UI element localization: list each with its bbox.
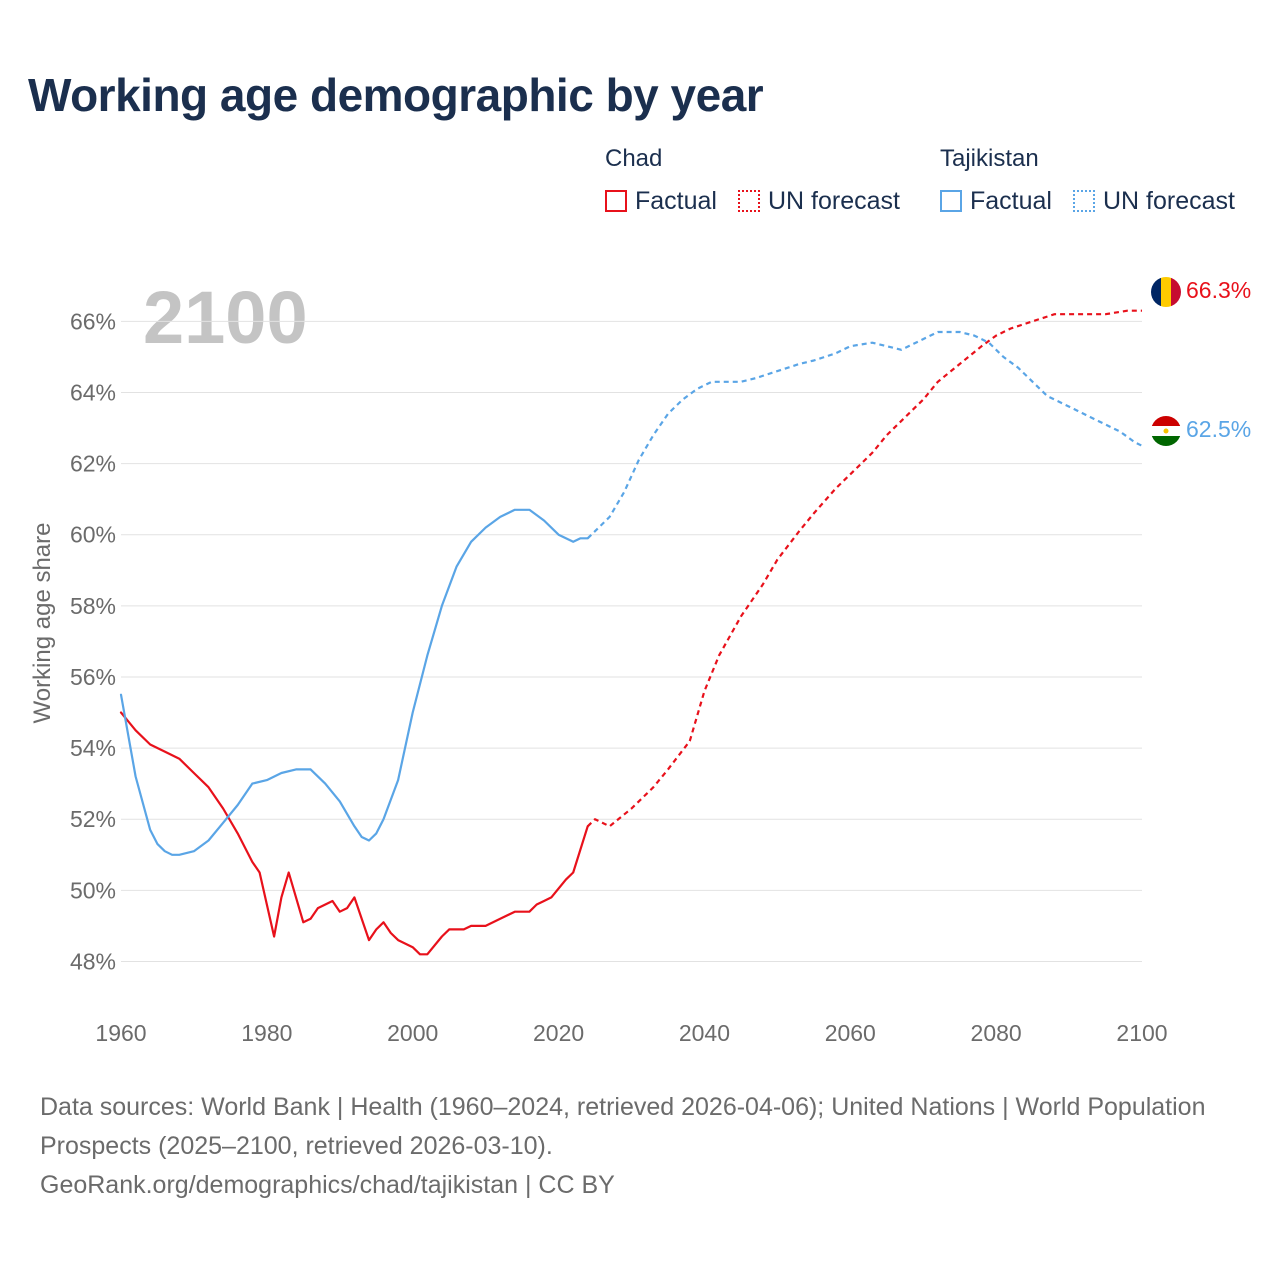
x-tick-label: 2080 (971, 1020, 1022, 1046)
chart-title: Working age demographic by year (28, 69, 764, 121)
y-tick-label: 54% (70, 735, 116, 761)
x-tick-label: 2040 (679, 1020, 730, 1046)
data-sources: Data sources: World Bank | Health (1960–… (40, 1093, 1206, 1160)
year-watermark: 2100 (143, 276, 308, 359)
legend-label: UN forecast (768, 186, 900, 215)
y-tick-label: 64% (70, 379, 116, 405)
legend-swatch-chad-forecast (738, 190, 760, 212)
y-tick-label: 48% (70, 948, 116, 974)
x-tick-label: 1980 (241, 1020, 292, 1046)
y-tick-label: 50% (70, 877, 116, 903)
y-tick-label: 60% (70, 522, 116, 548)
series-line-chad-factual[interactable] (119, 711, 589, 956)
end-label-tajikistan: 62.5% (1186, 416, 1251, 442)
legend-tajikistan-factual[interactable]: Factual (940, 186, 1052, 216)
credit-link[interactable]: GeoRank.org/demographics/chad/tajikistan… (40, 1171, 615, 1199)
legend-group-tajikistan: Tajikistan (940, 145, 1039, 172)
legend-label: UN forecast (1103, 186, 1235, 215)
x-tick-label: 2020 (533, 1020, 584, 1046)
y-tick-label: 62% (70, 451, 116, 477)
chad-flag-icon (1151, 277, 1181, 307)
line-chart: 2100 48% 50% 52% 54% 56% 58% 60% 62% 64% 66% 1960… (29, 276, 1251, 1046)
series-line-tajikistan-un-forecast[interactable] (586, 330, 1143, 540)
legend-label: Factual (970, 186, 1052, 215)
legend-swatch-chad-factual (605, 190, 627, 212)
footer: Data sources: World Bank | Health (1960–… (40, 1088, 1240, 1205)
x-tick-label: 2000 (387, 1020, 438, 1046)
legend-chad-factual[interactable]: Factual (605, 186, 717, 216)
y-axis-label: Working age share (29, 523, 56, 724)
legend-chad-forecast[interactable]: UN forecast (738, 186, 900, 216)
x-tick-label: 2100 (1116, 1020, 1167, 1046)
x-tick-label: 2060 (825, 1020, 876, 1046)
legend-tajikistan-forecast[interactable]: UN forecast (1073, 186, 1235, 216)
series-line-tajikistan-factual[interactable] (119, 508, 589, 856)
y-tick-label: 52% (70, 806, 116, 832)
x-tick-label: 1960 (95, 1020, 146, 1046)
legend-swatch-tajikistan-forecast (1073, 190, 1095, 212)
legend-group-chad: Chad (605, 145, 663, 172)
tajikistan-flag-icon (1151, 416, 1181, 446)
legend-swatch-tajikistan-factual (940, 190, 962, 212)
y-tick-label: 56% (70, 664, 116, 690)
y-tick-label: 66% (70, 308, 116, 334)
legend-label: Factual (635, 186, 717, 215)
y-tick-label: 58% (70, 593, 116, 619)
series-line-chad-un-forecast[interactable] (586, 309, 1142, 828)
end-label-chad: 66.3% (1186, 277, 1251, 303)
